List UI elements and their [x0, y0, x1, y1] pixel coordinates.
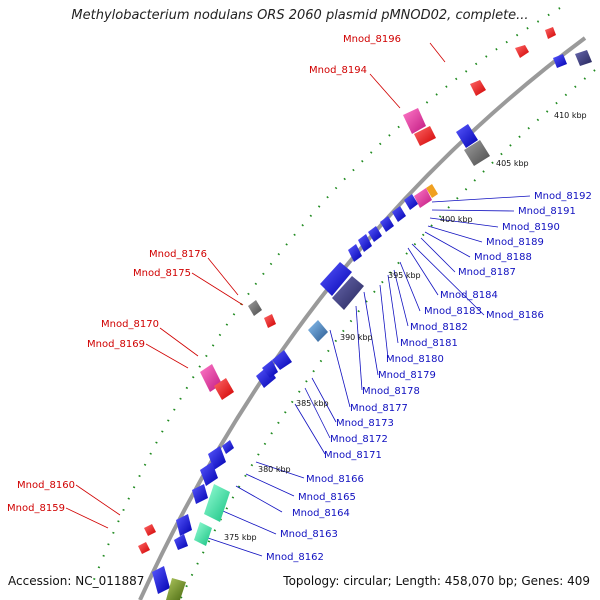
gene-blue-c [380, 216, 394, 232]
gene-blue-top [553, 54, 567, 68]
gene-blue-8166 [200, 462, 218, 486]
label-mnod-8196: Mnod_8196 [343, 34, 401, 45]
tick-395: 395 kbp [388, 271, 421, 280]
tick-385: 385 kbp [296, 399, 329, 408]
tick-390: 390 kbp [340, 333, 373, 342]
label-mnod-8178: Mnod_8178 [362, 386, 420, 397]
label-mnod-8181: Mnod_8181 [400, 338, 458, 349]
gene-blue-8173 [262, 360, 278, 378]
gene-gray-405 [464, 140, 490, 166]
gene-magenta-8191 [414, 188, 432, 208]
inner-genes [166, 50, 592, 600]
inner-dot-track [179, 69, 596, 600]
gene-teal-small [194, 522, 212, 546]
tick-labels: 410 kbp 405 kbp 400 kbp 395 kbp 390 kbp … [224, 111, 587, 542]
gene-red-top [414, 126, 436, 146]
label-mnod-8187: Mnod_8187 [458, 267, 516, 278]
gene-gray-8175 [248, 300, 262, 316]
tick-410: 410 kbp [554, 111, 587, 120]
label-mnod-8180: Mnod_8180 [386, 354, 444, 365]
label-mnod-8165: Mnod_8165 [298, 492, 356, 503]
gene-8196b [545, 27, 556, 39]
gene-red-8160 [144, 524, 156, 536]
label-mnod-8160: Mnod_8160 [17, 480, 75, 491]
gene-blue-e [358, 234, 372, 252]
gene-8194-red [470, 80, 486, 96]
label-mnod-8183: Mnod_8183 [424, 306, 482, 317]
label-mnod-8177: Mnod_8177 [350, 403, 408, 414]
gene-magenta-top [403, 108, 426, 134]
label-mnod-8170: Mnod_8170 [101, 319, 159, 330]
gene-steel [308, 320, 328, 342]
tick-405: 405 kbp [496, 159, 529, 168]
gene-blue-large [320, 262, 352, 296]
label-mnod-8163: Mnod_8163 [280, 529, 338, 540]
red-leader-lines [65, 42, 446, 529]
tick-400: 400 kbp [440, 215, 473, 224]
gene-teal-large [204, 484, 230, 522]
label-mnod-8194: Mnod_8194 [309, 65, 367, 76]
label-mnod-8186: Mnod_8186 [486, 310, 544, 321]
gene-navy-large [332, 276, 364, 310]
gene-blue-8165 [192, 484, 208, 504]
tick-375: 375 kbp [224, 533, 257, 542]
label-mnod-8175: Mnod_8175 [133, 268, 191, 279]
gene-blue-8162 [174, 534, 188, 550]
label-mnod-8166: Mnod_8166 [306, 474, 364, 485]
gene-blue-bottom [152, 566, 170, 594]
label-mnod-8190: Mnod_8190 [502, 222, 560, 233]
gene-navy-top [575, 50, 592, 66]
blue-leader-lines [195, 195, 531, 557]
outer-genes [138, 27, 556, 594]
topology-summary: Topology: circular; Length: 458,070 bp; … [283, 574, 590, 588]
gene-olive [166, 578, 186, 600]
gene-red-8159 [138, 542, 150, 554]
label-mnod-8172: Mnod_8172 [330, 434, 388, 445]
gene-blue-f [348, 244, 362, 262]
gene-8196 [515, 45, 529, 58]
label-mnod-8191: Mnod_8191 [518, 206, 576, 217]
label-mnod-8164: Mnod_8164 [292, 508, 350, 519]
label-mnod-8171: Mnod_8171 [324, 450, 382, 461]
tick-380: 380 kbp [258, 465, 291, 474]
label-mnod-8176: Mnod_8176 [149, 249, 207, 260]
label-mnod-8179: Mnod_8179 [378, 370, 436, 381]
label-mnod-8182: Mnod_8182 [410, 322, 468, 333]
gene-blue-b [392, 206, 406, 222]
label-mnod-8184: Mnod_8184 [440, 290, 498, 301]
gene-blue-8178 [272, 350, 292, 370]
label-mnod-8159: Mnod_8159 [7, 503, 65, 514]
gene-red-8175 [264, 314, 276, 328]
gene-blue-8172 [222, 440, 234, 454]
gene-blue-405a [456, 124, 478, 148]
blue-gene-labels: Mnod_8192 Mnod_8191 Mnod_8190 Mnod_8189 … [266, 191, 592, 563]
label-mnod-8192: Mnod_8192 [534, 191, 592, 202]
gene-blue-8163 [176, 514, 192, 536]
label-mnod-8169: Mnod_8169 [87, 339, 145, 350]
red-gene-labels: Mnod_8196 Mnod_8194 Mnod_8176 Mnod_8175 … [7, 34, 401, 514]
label-mnod-8188: Mnod_8188 [474, 252, 532, 263]
gene-blue-a [404, 194, 418, 210]
label-mnod-8189: Mnod_8189 [486, 237, 544, 248]
accession-text: Accession: NC_011887 [8, 574, 145, 588]
label-mnod-8162: Mnod_8162 [266, 552, 324, 563]
label-mnod-8173: Mnod_8173 [336, 418, 394, 429]
map-title: Methylobacterium nodulans ORS 2060 plasm… [71, 8, 529, 23]
gene-orange-8192 [426, 184, 438, 198]
gene-blue-d [368, 226, 382, 242]
gene-red-8169 [214, 378, 234, 400]
